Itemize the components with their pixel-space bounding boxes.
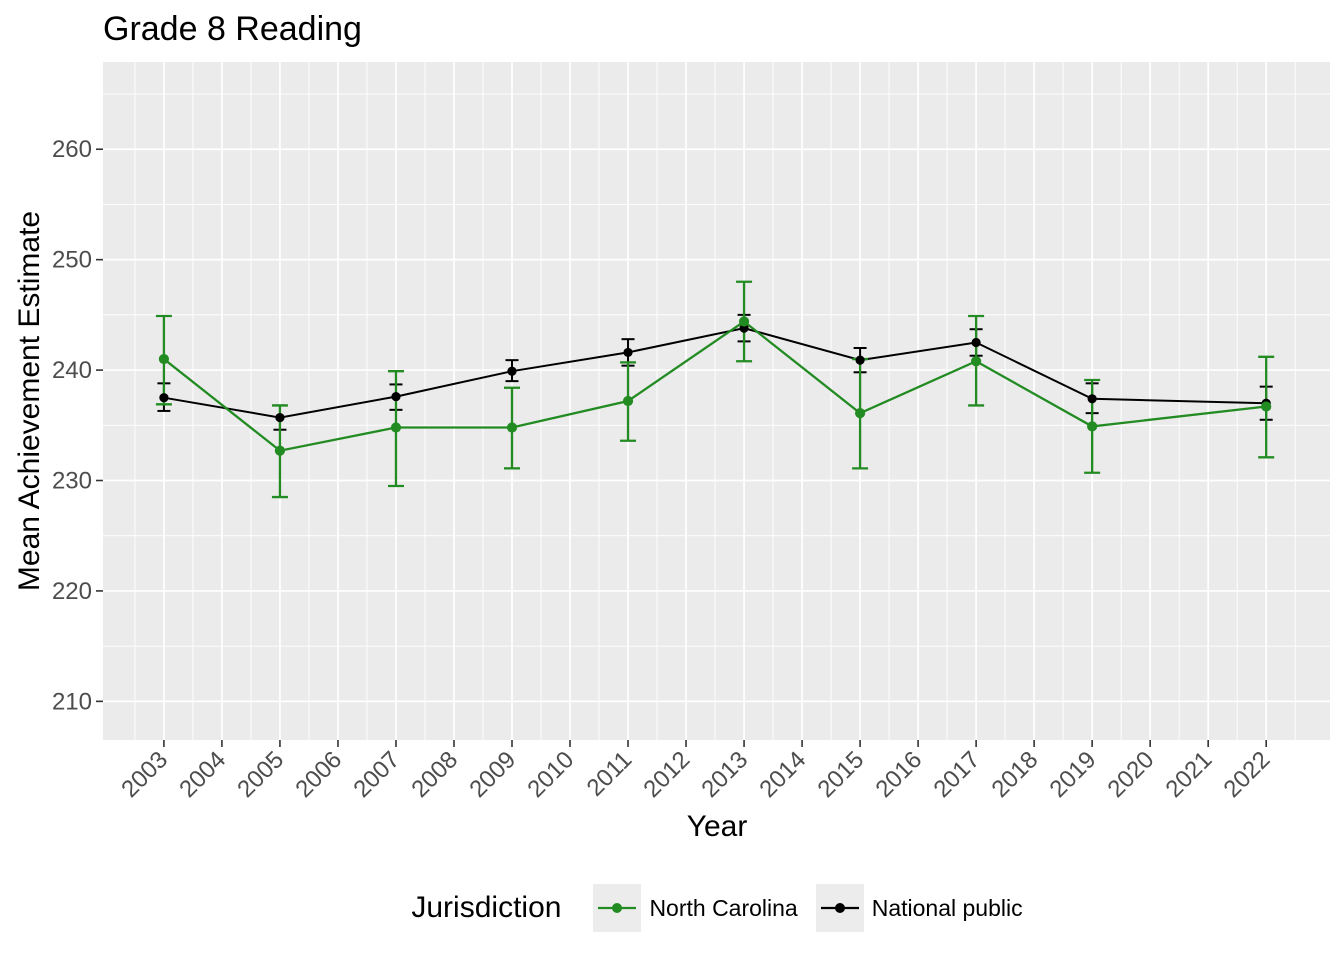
x-tick-label: 2018 [987, 746, 1044, 803]
legend-item-north-carolina: North Carolina [593, 884, 798, 932]
data-point-national-public [159, 393, 169, 403]
data-point-north-carolina [971, 356, 982, 367]
y-tick-label: 250 [52, 247, 92, 274]
data-point-national-public [971, 337, 981, 348]
x-tick-label: 2009 [464, 746, 521, 803]
legend-label-north-carolina: North Carolina [649, 894, 798, 921]
legend-title: Jurisdiction [411, 891, 562, 924]
data-point-national-public [855, 355, 865, 365]
y-tick-label: 260 [52, 136, 92, 163]
data-point-north-carolina [506, 422, 518, 433]
data-point-national-public [1087, 394, 1097, 404]
legend-item-national-public: National public [815, 884, 1023, 932]
x-tick-label: 2022 [1219, 746, 1276, 803]
data-point-national-public [623, 347, 633, 358]
data-point-north-carolina [1261, 401, 1272, 412]
x-tick-label: 2005 [232, 746, 289, 803]
y-axis-title: Mean Achievement Estimate [13, 210, 46, 592]
data-point-national-public [275, 412, 285, 423]
x-tick-label: 2010 [522, 746, 579, 803]
x-tick-label: 2020 [1103, 746, 1160, 803]
x-tick-label: 2019 [1045, 746, 1102, 803]
data-point-north-carolina [1087, 421, 1098, 432]
x-tick-label: 2017 [929, 746, 986, 803]
data-point-north-carolina [274, 445, 286, 456]
data-point-north-carolina [738, 316, 750, 327]
y-tick-label: 240 [52, 357, 92, 384]
x-tick-label: 2007 [348, 746, 405, 803]
y-tick-label: 220 [52, 578, 92, 605]
legend-key-national-public [815, 884, 864, 932]
chart-title: Grade 8 Reading [103, 10, 362, 48]
data-point-north-carolina [854, 408, 866, 419]
data-point-north-carolina [622, 395, 634, 407]
x-tick-label: 2013 [696, 746, 753, 803]
x-tick-label: 2016 [870, 746, 927, 803]
legend-key-glyph [593, 884, 642, 932]
x-tick-label: 2004 [174, 746, 231, 803]
legend-key-glyph [815, 884, 864, 932]
x-tick-label: 2008 [406, 746, 463, 803]
x-tick-label: 2011 [582, 746, 638, 802]
data-point-north-carolina [158, 353, 170, 365]
series-line-national-public [163, 327, 1267, 419]
x-tick-label: 2021 [1161, 746, 1218, 803]
panel-background [103, 62, 1330, 740]
data-point-national-public [507, 366, 517, 376]
x-tick-label: 2014 [754, 746, 811, 803]
x-axis-title: Year [686, 810, 748, 843]
y-tick-label: 230 [52, 468, 92, 495]
y-tick-label: 210 [52, 688, 92, 715]
data-point-north-carolina [390, 422, 402, 433]
x-tick-label: 2003 [116, 746, 173, 803]
x-tick-label: 2006 [290, 746, 347, 803]
legend: Jurisdiction North Carolina National publ… [103, 880, 1331, 936]
series-line-north-carolina [163, 320, 1267, 452]
x-tick-label: 2015 [812, 746, 869, 803]
x-tick-label: 2012 [638, 746, 695, 803]
data-point-national-public [391, 391, 401, 402]
legend-key-north-carolina [593, 884, 642, 932]
legend-label-national-public: National public [871, 894, 1023, 921]
